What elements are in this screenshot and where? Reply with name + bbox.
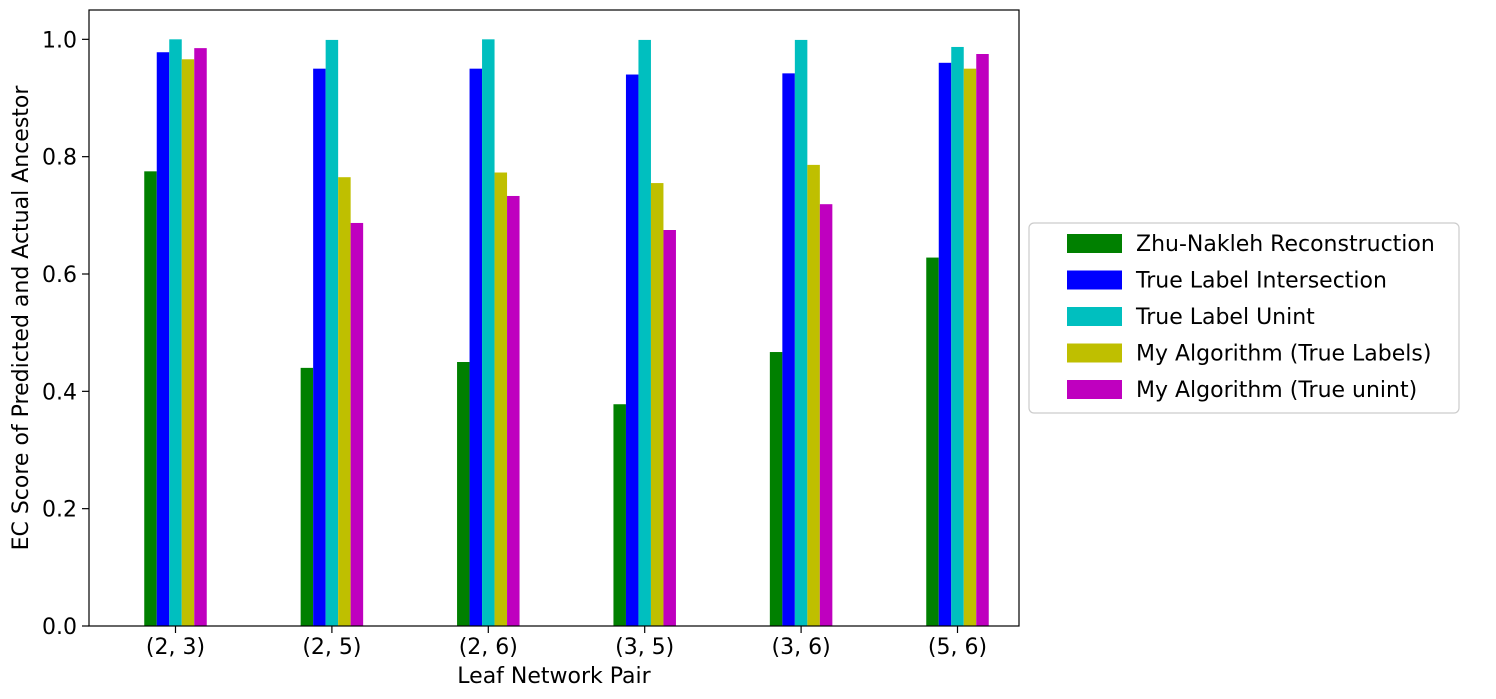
- bar-3-2: [325, 39, 339, 627]
- bar-1-4: [613, 404, 626, 626]
- plot-area-frame: [88, 9, 1020, 627]
- legend-entry-label: True Label Intersection: [1135, 269, 1387, 294]
- x-tick-label: (3, 5): [615, 635, 674, 660]
- legend-swatch: [1067, 307, 1122, 326]
- bar-3-3: [482, 39, 495, 626]
- legend-entry-label: My Algorithm (True unint): [1136, 378, 1417, 403]
- bar-5-6: [976, 54, 989, 626]
- y-tick-label: 0.8: [42, 146, 77, 171]
- x-tick-label: (5, 6): [928, 635, 987, 660]
- bar-2-4: [625, 74, 639, 626]
- bar-2-6: [938, 62, 952, 627]
- legend-entry-label: True Label Unint: [1135, 305, 1315, 330]
- legend-entry-label: My Algorithm (True Labels): [1136, 342, 1431, 367]
- legend-box: [1028, 222, 1460, 414]
- bar-2-2: [313, 68, 326, 627]
- bar-5-5: [819, 204, 833, 626]
- x-axis: (2, 3) (2, 5) (2, 6) (3, 5) (3, 6) (5, 6): [146, 626, 987, 660]
- bar-5-3: [507, 195, 520, 626]
- bar-4-2: [338, 177, 351, 626]
- bar-5-4: [663, 230, 676, 626]
- bar-1-2: [300, 367, 314, 626]
- bar-4-3: [494, 172, 508, 626]
- x-tick-label: (2, 5): [302, 635, 361, 660]
- legend-swatch: [1067, 343, 1122, 363]
- x-tick-label: (3, 6): [772, 635, 831, 660]
- bar-4-5: [807, 164, 820, 626]
- y-axis-label: EC Score of Predicted and Actual Ancesto…: [9, 85, 34, 551]
- legend: Zhu-Nakleh Reconstruction True Label Inte…: [1028, 222, 1460, 414]
- bar-3-5: [794, 39, 808, 627]
- bar-3-1: [169, 39, 182, 626]
- bar-4-6: [963, 68, 977, 627]
- bar-3-4: [638, 39, 651, 627]
- legend-swatch: [1067, 234, 1122, 253]
- bar-5-1: [194, 48, 207, 626]
- y-tick-label: 0.0: [42, 615, 77, 640]
- bar-3-6: [951, 46, 964, 626]
- bar-2-1: [156, 52, 170, 627]
- legend-swatch: [1067, 380, 1122, 399]
- y-axis: 0.0 0.2 0.4 0.6 0.8 1.0: [42, 28, 89, 640]
- y-tick-label: 0.6: [42, 263, 77, 288]
- bar-1-5: [769, 352, 783, 626]
- bar-4-4: [650, 183, 664, 626]
- bars-group: [144, 39, 989, 627]
- bar-2-3: [469, 68, 483, 627]
- bar-5-2: [350, 222, 364, 626]
- y-tick-label: 1.0: [42, 28, 77, 53]
- y-tick-label: 0.4: [42, 380, 77, 405]
- bar-1-1: [144, 171, 157, 626]
- x-tick-label: (2, 6): [459, 635, 518, 660]
- bar-1-6: [926, 257, 939, 626]
- y-tick-label: 0.2: [42, 498, 77, 523]
- x-axis-label: Leaf Network Pair: [457, 664, 651, 689]
- x-tick-label: (2, 3): [146, 635, 205, 660]
- bar-1-3: [457, 362, 470, 626]
- bar-4-1: [181, 59, 195, 626]
- legend-entry-label: Zhu-Nakleh Reconstruction: [1136, 232, 1435, 257]
- legend-swatch: [1067, 270, 1122, 290]
- bar-2-5: [782, 73, 795, 627]
